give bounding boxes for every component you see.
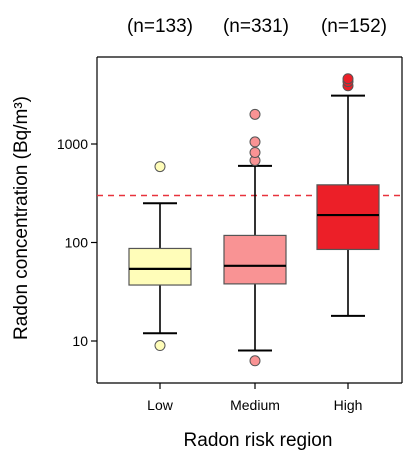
outlier-low-2 — [154, 161, 166, 173]
plot-area: 10 100 1000 Low Medium High — [57, 56, 403, 413]
n-label-medium: (n=331) — [223, 16, 289, 37]
y-axis-title: Radon concentration (Bq/m³) — [11, 96, 32, 340]
x-tick-label-high: High — [334, 397, 363, 413]
n-label-low: (n=133) — [127, 16, 193, 37]
outlier-medium-3 — [249, 146, 261, 158]
y-tick-label-10: 10 — [72, 333, 88, 349]
box-high — [316, 184, 380, 251]
outlier-medium-5 — [249, 108, 261, 120]
y-tick-label-1000: 1000 — [57, 136, 88, 152]
outlier-medium-1 — [249, 355, 261, 367]
n-label-high: (n=152) — [321, 16, 387, 37]
sample-size-labels: (n=133) (n=331) (n=152) — [127, 16, 387, 37]
outlier-low-1 — [154, 340, 166, 352]
x-axis-title: Radon risk region — [184, 430, 333, 450]
box-medium — [223, 234, 287, 285]
outlier-medium-4 — [249, 136, 261, 148]
box-low — [128, 247, 192, 286]
x-tick-label-low: Low — [147, 397, 174, 413]
outlier-high-3 — [342, 73, 354, 85]
y-tick-label-100: 100 — [65, 235, 89, 251]
x-tick-label-medium: Medium — [230, 397, 280, 413]
